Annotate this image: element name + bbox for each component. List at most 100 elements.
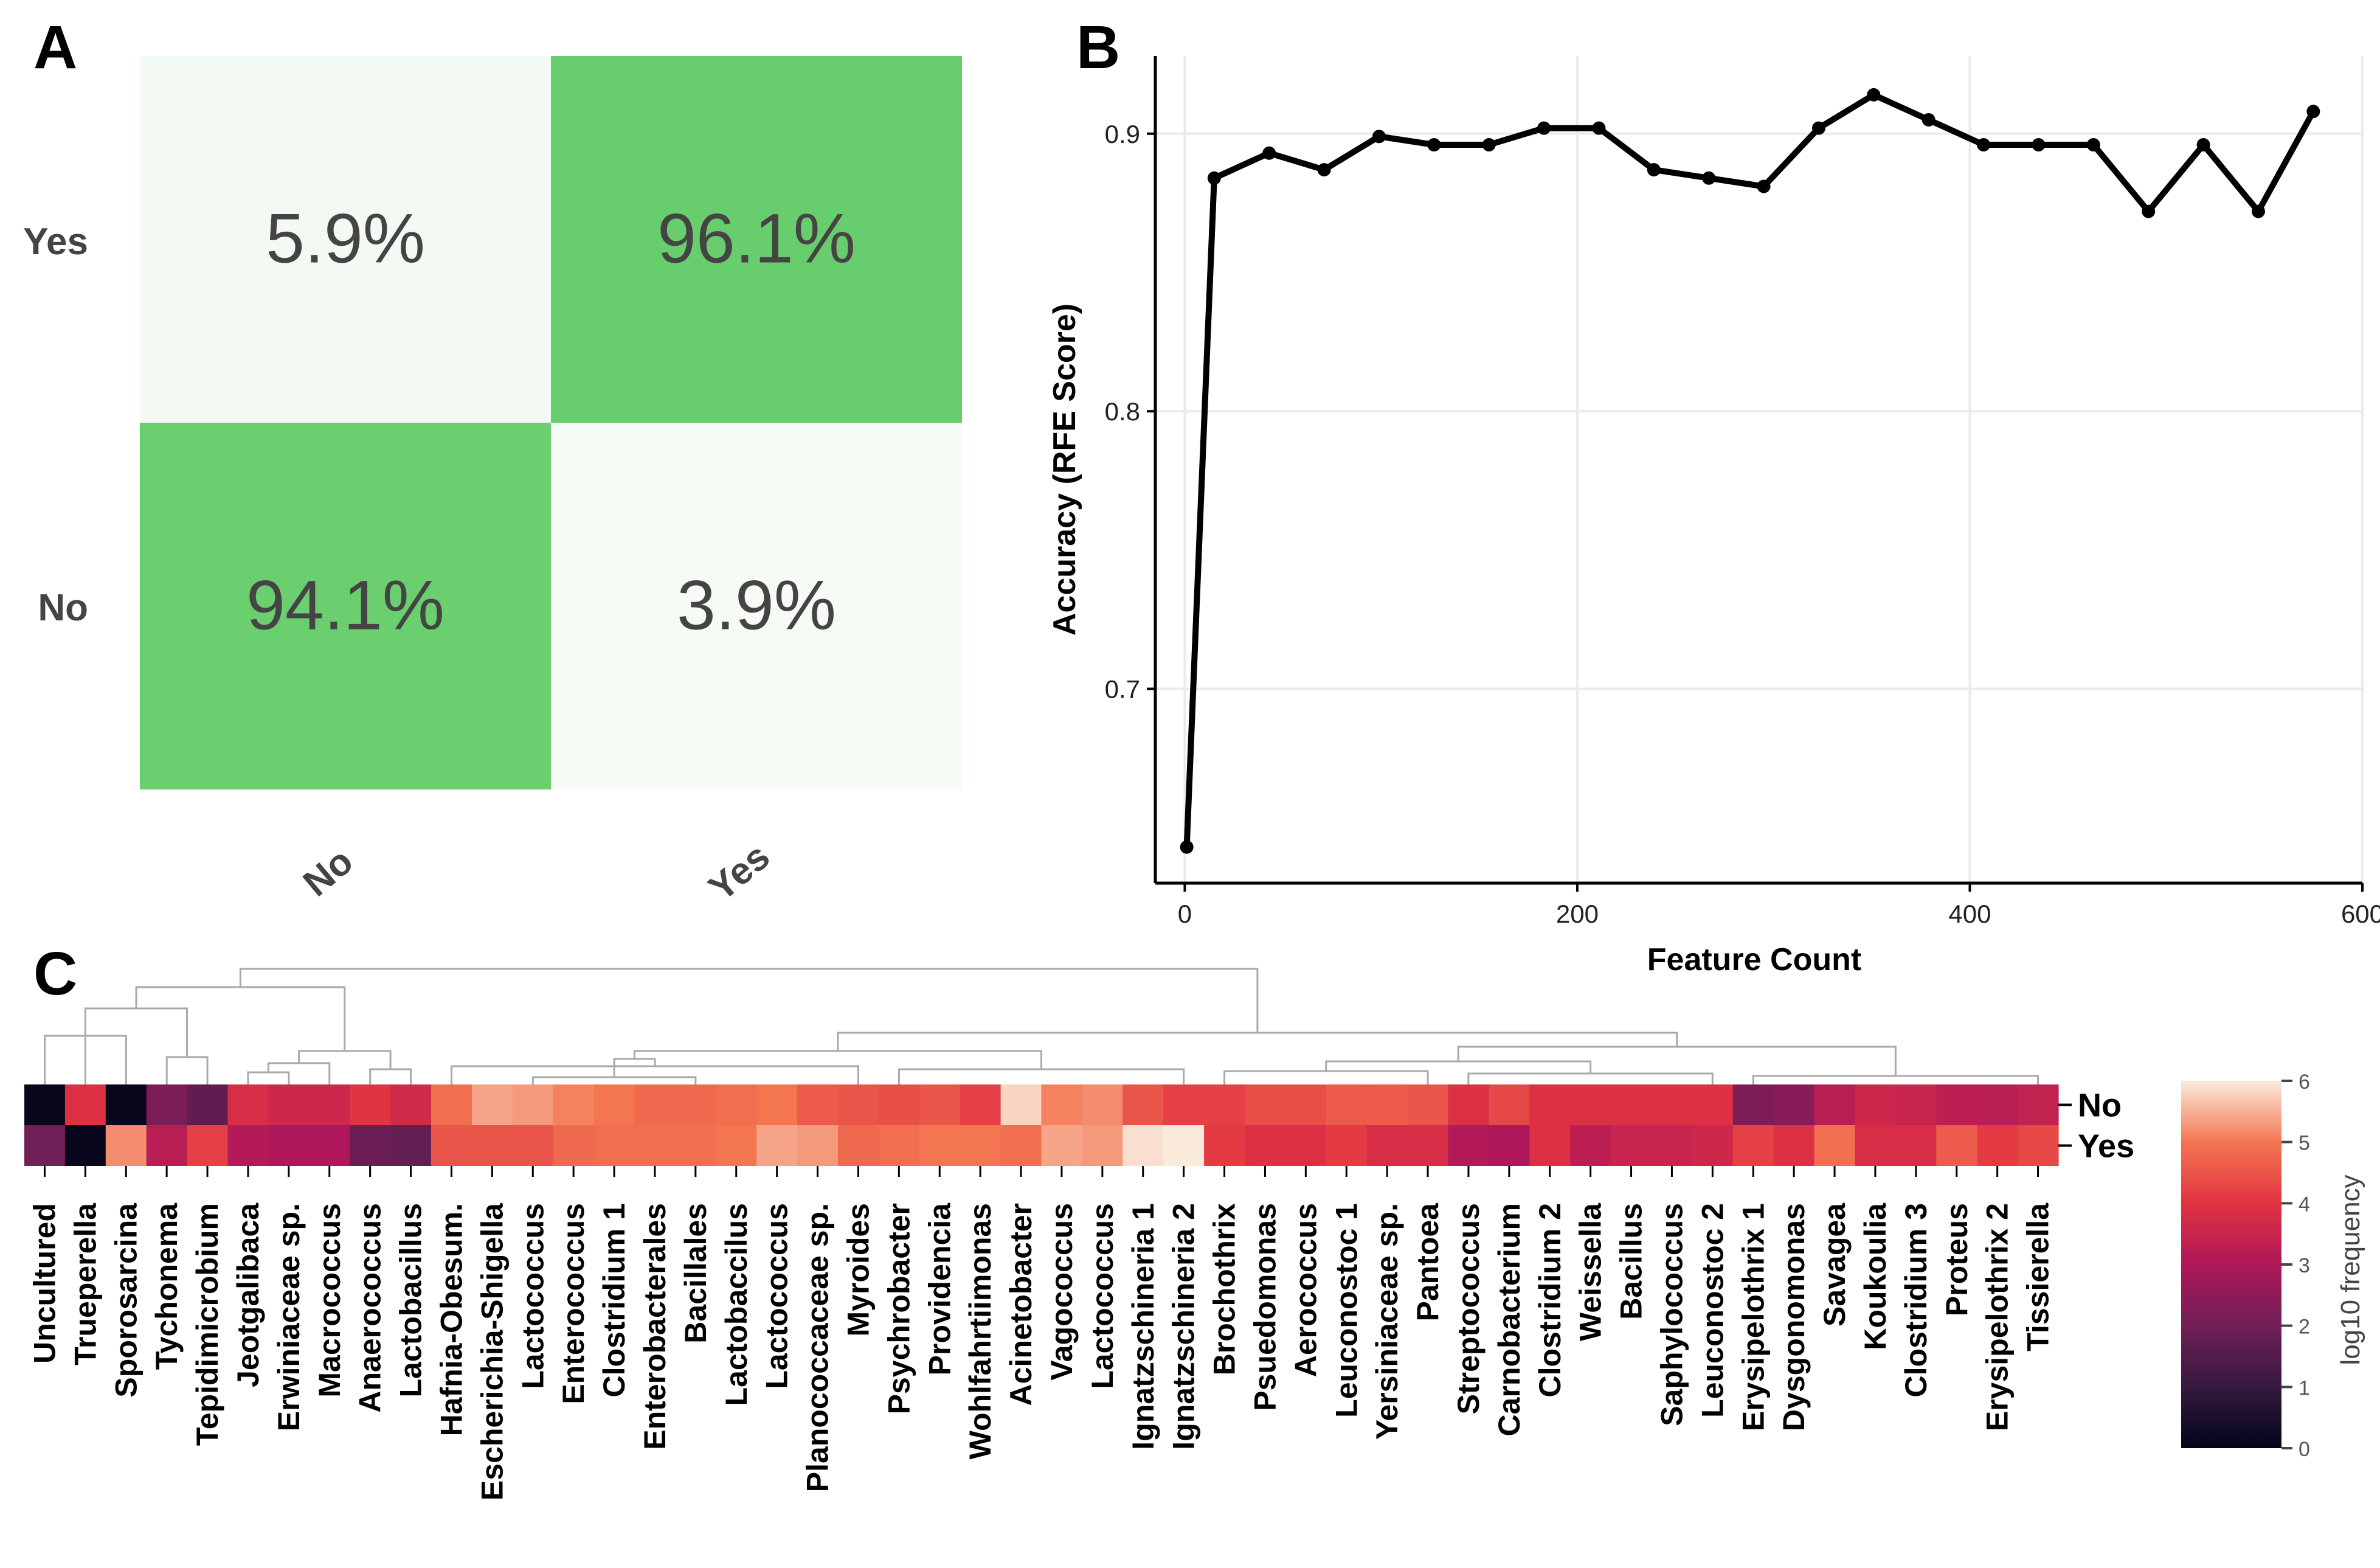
heatmap-column-label: Enterococcus bbox=[556, 1203, 590, 1404]
heatmap-column-label: Savagea bbox=[1818, 1202, 1852, 1327]
heatmap-cell bbox=[1285, 1084, 1327, 1125]
heatmap-column-label: Erysipelothrix 2 bbox=[1980, 1203, 2015, 1431]
heatmap-column-label: Ignatzschineria 1 bbox=[1126, 1203, 1160, 1450]
dendrogram bbox=[44, 968, 2039, 1084]
accuracy-point bbox=[2196, 138, 2210, 152]
dendrogram-link bbox=[1467, 1072, 1714, 1084]
accuracy-point bbox=[2032, 138, 2046, 152]
heatmap-column-label: Dysgonomonas bbox=[1777, 1203, 1811, 1431]
dendrogram-link bbox=[369, 1068, 412, 1084]
confusion-y-label: No bbox=[38, 587, 88, 629]
accuracy-point bbox=[1180, 840, 1194, 854]
heatmap-cell bbox=[960, 1084, 1001, 1125]
heatmap-cell bbox=[431, 1125, 472, 1166]
heatmap-column-label: Leuconostoc 1 bbox=[1329, 1203, 1363, 1418]
accuracy-point bbox=[1537, 121, 1551, 135]
heatmap-column-label: Escherichia-Shigella bbox=[475, 1202, 509, 1500]
heatmap-cell bbox=[309, 1125, 350, 1166]
heatmap-cell bbox=[675, 1084, 716, 1125]
heatmap-cell bbox=[105, 1084, 147, 1125]
heatmap-cell bbox=[1814, 1125, 1856, 1166]
colorbar-tick-label: 1 bbox=[2299, 1376, 2310, 1400]
dendrogram-link bbox=[613, 1058, 656, 1077]
heatmap-column-labels: Uncultured Trueperella Sporosarcina Tychone… bbox=[28, 1166, 2055, 1500]
heatmap-cell bbox=[1895, 1125, 1937, 1166]
y-tick-label: 0.8 bbox=[1105, 397, 1140, 426]
heatmap-cell bbox=[919, 1125, 961, 1166]
colorbar-tick-label: 0 bbox=[2299, 1438, 2310, 1461]
heatmap-cell bbox=[1529, 1084, 1571, 1125]
heatmap-cell bbox=[756, 1084, 798, 1125]
heatmap-cell bbox=[2018, 1125, 2059, 1166]
confusion-cell-yes-no bbox=[140, 56, 551, 423]
heatmap-cell bbox=[512, 1084, 554, 1125]
dendrogram-link bbox=[837, 1032, 1678, 1051]
heatmap-cell bbox=[1773, 1084, 1815, 1125]
panel-b: B 0.7 0.8 0.9 0 200 400 600 Feature Count Acc… bbox=[1047, 13, 2380, 977]
heatmap-cell bbox=[1732, 1125, 1774, 1166]
heatmap-column-label: Acinetobacter bbox=[1004, 1203, 1038, 1406]
accuracy-point bbox=[1592, 121, 1606, 135]
heatmap-cell bbox=[716, 1125, 757, 1166]
x-tick-label: 600 bbox=[2341, 900, 2380, 928]
heatmap-cell bbox=[2018, 1084, 2059, 1125]
heatmap-cell bbox=[1855, 1125, 1896, 1166]
heatmap-cell bbox=[187, 1084, 229, 1125]
heatmap-column-label: Tissierella bbox=[2021, 1202, 2055, 1351]
heatmap-cell bbox=[553, 1084, 595, 1125]
heatmap-column-label: Saphylococcus bbox=[1655, 1203, 1689, 1426]
heatmap-cell bbox=[756, 1125, 798, 1166]
heatmap-column-label: Macrococcus bbox=[313, 1203, 347, 1398]
heatmap-cell bbox=[675, 1125, 716, 1166]
heatmap-cell bbox=[1977, 1084, 2018, 1125]
heatmap-cell bbox=[64, 1125, 106, 1166]
heatmap-cell bbox=[1448, 1084, 1489, 1125]
heatmap-column-label: Myroides bbox=[842, 1203, 876, 1337]
heatmap-column-label: Erysipelothrix 1 bbox=[1736, 1203, 1770, 1431]
panel-a: A 5.9% 96.1% 94.1% 3.9% Yes No No Yes bbox=[23, 13, 962, 909]
heatmap-cell bbox=[471, 1084, 513, 1125]
accuracy-point bbox=[1207, 171, 1221, 185]
dendrogram-link bbox=[165, 1056, 209, 1084]
heatmap-cell bbox=[1407, 1084, 1449, 1125]
heatmap-column-label: Tychonema bbox=[150, 1202, 184, 1370]
heatmap-cell bbox=[878, 1125, 920, 1166]
heatmap-column-label: Streptococcus bbox=[1451, 1203, 1486, 1414]
panel-a-label: A bbox=[33, 13, 77, 82]
heatmap-column-label: Lactococcus bbox=[516, 1203, 550, 1389]
heatmap-cell bbox=[1936, 1084, 1977, 1125]
heatmap-column-label: Weissella bbox=[1574, 1202, 1608, 1341]
accuracy-point bbox=[2251, 204, 2265, 218]
heatmap-column-label: Leuconostoc 2 bbox=[1695, 1203, 1729, 1418]
heatmap-cell bbox=[1326, 1125, 1368, 1166]
heatmap-cell bbox=[1692, 1084, 1734, 1125]
accuracy-point bbox=[1482, 138, 1496, 152]
confusion-matrix: 5.9% 96.1% 94.1% 3.9% bbox=[140, 56, 962, 789]
heatmap-column-label: Wohlfahrtiimonas bbox=[963, 1203, 997, 1459]
x-tick-label: 200 bbox=[1556, 900, 1599, 928]
heatmap-column-label: Clostridium 1 bbox=[597, 1203, 631, 1397]
dendrogram-link bbox=[1223, 1070, 1429, 1084]
heatmap-cell bbox=[1041, 1084, 1082, 1125]
x-tick-label: 0 bbox=[1178, 900, 1192, 928]
dendrogram-link bbox=[451, 1065, 859, 1084]
panel-c: C No Yes Uncultured Trueperella Sporosarcin… bbox=[24, 940, 2365, 1500]
heatmap-cell bbox=[227, 1084, 269, 1125]
heatmap-cell bbox=[838, 1125, 879, 1166]
heatmap-cell bbox=[1123, 1084, 1164, 1125]
heatmap-cell bbox=[24, 1125, 66, 1166]
heatmap-column-label: Pantoea bbox=[1411, 1202, 1445, 1322]
heatmap-column-label: Bacillales bbox=[679, 1203, 713, 1344]
confusion-cell-label: 3.9% bbox=[677, 567, 836, 645]
y-tick-label: 0.7 bbox=[1105, 675, 1140, 704]
heatmap-cell bbox=[1489, 1125, 1530, 1166]
heatmap-column-label: Planococcaceae sp. bbox=[801, 1203, 835, 1492]
dendrogram-link bbox=[298, 1050, 392, 1069]
accuracy-point bbox=[2306, 105, 2320, 119]
heatmap-column-label: Ignatzschineria 2 bbox=[1167, 1203, 1201, 1450]
heatmap-row-labels: No Yes bbox=[2058, 1088, 2134, 1165]
heatmap-column-label: Clostridium 3 bbox=[1899, 1203, 1933, 1397]
heatmap-cell bbox=[1814, 1084, 1856, 1125]
colorbar-ticks: 0 1 2 3 4 5 6 bbox=[2281, 1070, 2310, 1461]
heatmap-cell bbox=[797, 1084, 839, 1125]
